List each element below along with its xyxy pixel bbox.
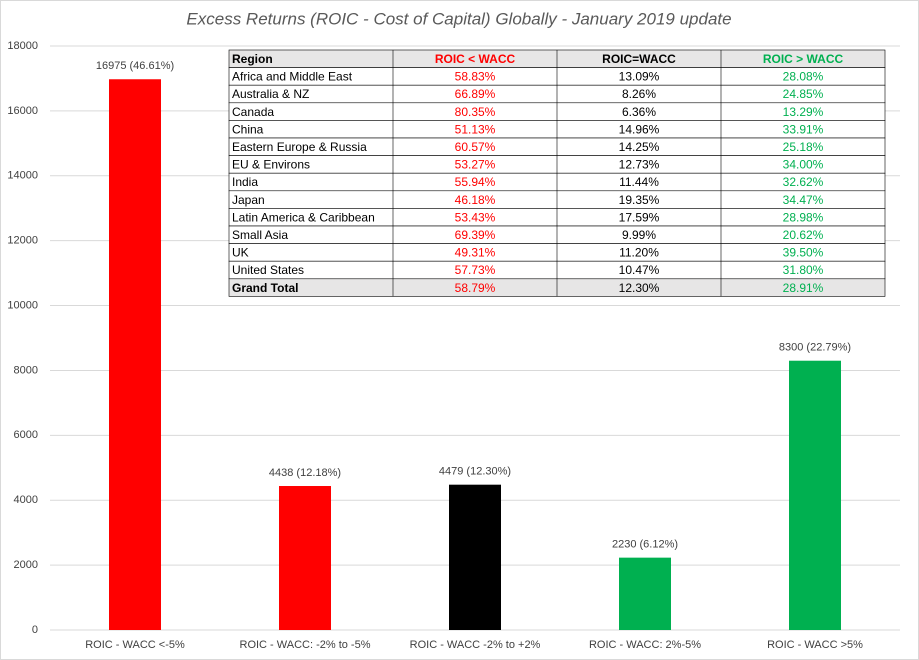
y-tick-label: 6000 bbox=[14, 429, 38, 441]
table-cell: Africa and Middle East bbox=[232, 70, 353, 84]
table-cell: 66.89% bbox=[455, 87, 496, 101]
bar bbox=[279, 486, 331, 630]
bar bbox=[789, 360, 841, 630]
data-label: 4479 (12.30%) bbox=[439, 466, 511, 478]
table-header: ROIC=WACC bbox=[602, 52, 676, 66]
table-cell: 14.25% bbox=[619, 140, 660, 154]
y-tick-label: 16000 bbox=[7, 105, 38, 117]
table-cell: 25.18% bbox=[783, 140, 824, 154]
table-cell: 53.43% bbox=[455, 210, 496, 224]
y-tick-label: 8000 bbox=[14, 364, 38, 376]
y-tick-label: 14000 bbox=[7, 170, 38, 182]
table-cell: Japan bbox=[232, 193, 265, 207]
table-cell: UK bbox=[232, 246, 249, 260]
table-cell: 34.47% bbox=[783, 193, 824, 207]
table-cell: 46.18% bbox=[455, 193, 496, 207]
y-tick-label: 18000 bbox=[7, 40, 38, 52]
table-cell: 28.98% bbox=[783, 210, 824, 224]
table-cell: India bbox=[232, 175, 258, 189]
table-cell: 17.59% bbox=[619, 210, 660, 224]
table-cell: Eastern Europe & Russia bbox=[232, 140, 367, 154]
table-cell: 69.39% bbox=[455, 228, 496, 242]
table-cell: 20.62% bbox=[783, 228, 824, 242]
table-cell: Latin America & Caribbean bbox=[232, 210, 375, 224]
y-tick-label: 0 bbox=[32, 624, 38, 636]
table-cell: 53.27% bbox=[455, 158, 496, 172]
data-label: 2230 (6.12%) bbox=[612, 539, 678, 551]
table-cell: Small Asia bbox=[232, 228, 288, 242]
x-tick-label: ROIC - WACC >5% bbox=[767, 639, 863, 651]
table-cell: 13.29% bbox=[783, 105, 824, 119]
table-cell: 31.80% bbox=[783, 263, 824, 277]
table-cell: 9.99% bbox=[622, 228, 656, 242]
table-cell: 34.00% bbox=[783, 158, 824, 172]
table-cell: 11.44% bbox=[619, 175, 659, 189]
table-cell: 28.08% bbox=[783, 70, 824, 84]
table-cell: United States bbox=[232, 263, 304, 277]
data-label: 4438 (12.18%) bbox=[269, 467, 341, 479]
table-cell: 14.96% bbox=[619, 122, 660, 136]
table-cell: 19.35% bbox=[619, 193, 660, 207]
table-cell: 11.20% bbox=[619, 246, 659, 260]
table-header: ROIC > WACC bbox=[763, 52, 844, 66]
x-tick-label: ROIC - WACC <-5% bbox=[85, 639, 185, 651]
y-tick-label: 10000 bbox=[7, 299, 38, 311]
table-cell: 49.31% bbox=[455, 246, 496, 260]
table-cell: 6.36% bbox=[622, 105, 656, 119]
y-tick-label: 12000 bbox=[7, 235, 38, 247]
y-tick-label: 2000 bbox=[14, 559, 38, 571]
table-header: Region bbox=[232, 52, 273, 66]
table-header: ROIC < WACC bbox=[435, 52, 516, 66]
table-cell: 24.85% bbox=[783, 87, 824, 101]
table-cell: 58.83% bbox=[455, 70, 496, 84]
table-cell: 60.57% bbox=[455, 140, 496, 154]
x-tick-label: ROIC - WACC: 2%-5% bbox=[589, 639, 701, 651]
table-cell: 13.09% bbox=[619, 70, 660, 84]
table-cell: 55.94% bbox=[455, 175, 496, 189]
table-cell: Australia & NZ bbox=[232, 87, 309, 101]
data-label: 16975 (46.61%) bbox=[96, 60, 174, 72]
table-cell: Canada bbox=[232, 105, 274, 119]
table-cell: 12.73% bbox=[619, 158, 660, 172]
data-label: 8300 (22.79%) bbox=[779, 342, 851, 354]
table-cell: 28.91% bbox=[783, 281, 824, 295]
chart-title: Excess Returns (ROIC - Cost of Capital) … bbox=[186, 9, 731, 28]
y-tick-label: 4000 bbox=[14, 494, 38, 506]
x-tick-label: ROIC - WACC -2% to +2% bbox=[410, 639, 541, 651]
table-cell: 80.35% bbox=[455, 105, 496, 119]
x-tick-label: ROIC - WACC: -2% to -5% bbox=[240, 639, 371, 651]
table-cell: Grand Total bbox=[232, 281, 298, 295]
bar bbox=[109, 79, 161, 630]
table-cell: 10.47% bbox=[619, 263, 660, 277]
bar bbox=[619, 557, 671, 630]
table-cell: 51.13% bbox=[455, 122, 496, 136]
table-cell: China bbox=[232, 122, 264, 136]
table-cell: 57.73% bbox=[455, 263, 496, 277]
table-cell: 58.79% bbox=[455, 281, 496, 295]
table-cell: 32.62% bbox=[783, 175, 824, 189]
table-cell: 12.30% bbox=[619, 281, 660, 295]
table-cell: 33.91% bbox=[783, 122, 824, 136]
table-cell: 8.26% bbox=[622, 87, 656, 101]
bar bbox=[449, 484, 501, 630]
table-cell: 39.50% bbox=[783, 246, 824, 260]
table-cell: EU & Environs bbox=[232, 158, 310, 172]
